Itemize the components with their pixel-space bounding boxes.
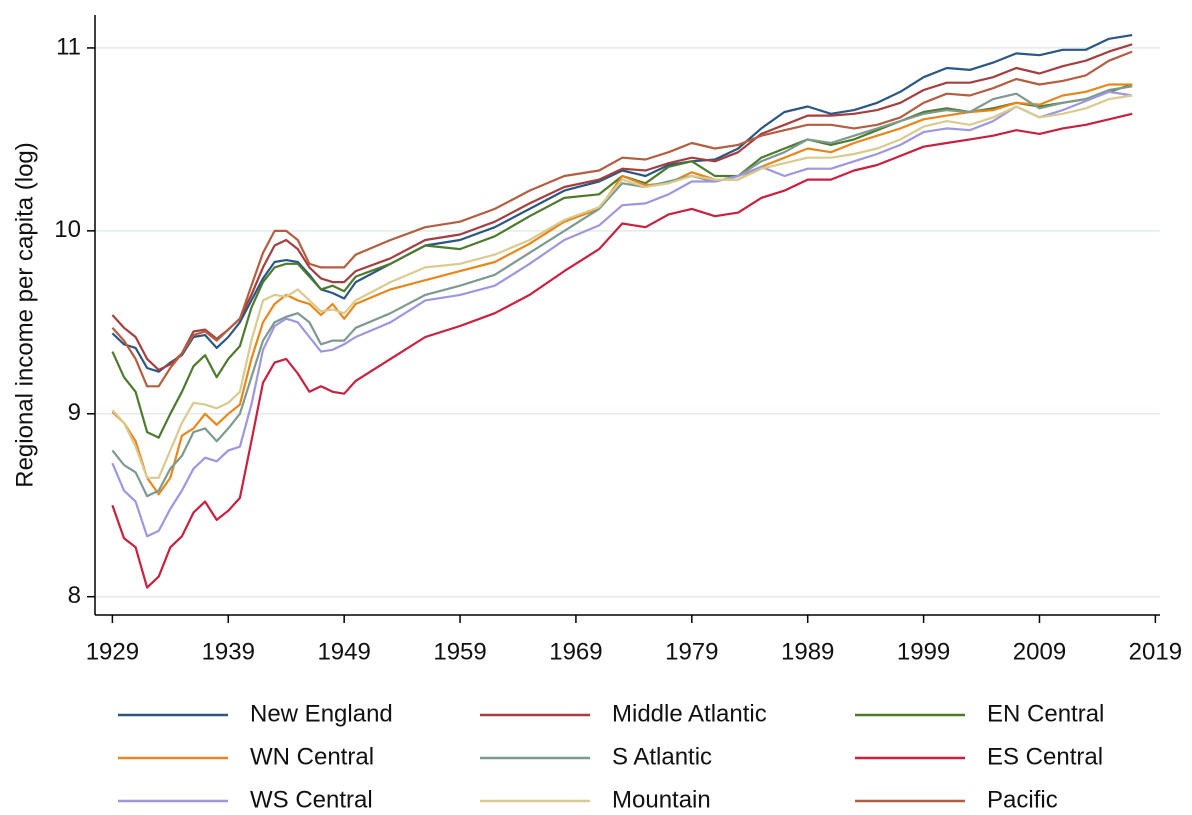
legend-label: EN Central bbox=[987, 700, 1104, 727]
x-tick-label: 1999 bbox=[897, 638, 950, 665]
y-tick-label: 10 bbox=[54, 216, 81, 243]
series-line bbox=[111, 34, 1133, 373]
y-tick-label: 11 bbox=[56, 33, 81, 60]
legend-label: Middle Atlantic bbox=[612, 700, 767, 727]
legend-label: Mountain bbox=[612, 786, 711, 813]
legend-label: S Atlantic bbox=[612, 743, 712, 770]
x-tick-label: 1959 bbox=[433, 638, 486, 665]
series-line bbox=[111, 85, 1133, 498]
series-line bbox=[111, 112, 1133, 589]
series-line bbox=[111, 50, 1133, 388]
y-tick-label: 9 bbox=[68, 399, 81, 426]
x-tick-label: 1939 bbox=[202, 638, 255, 665]
x-tick-label: 1979 bbox=[665, 638, 718, 665]
series-line bbox=[111, 94, 1133, 479]
x-tick-label: 2019 bbox=[1129, 638, 1182, 665]
x-tick-label: 1989 bbox=[781, 638, 834, 665]
legend-label: ES Central bbox=[987, 743, 1103, 770]
x-tick-label: 1949 bbox=[317, 638, 370, 665]
series-line bbox=[111, 43, 1133, 371]
y-tick-label: 8 bbox=[68, 582, 81, 609]
y-axis-label: Regional income per capita (log) bbox=[11, 142, 38, 488]
x-tick-label: 2009 bbox=[1013, 638, 1066, 665]
series-line bbox=[111, 83, 1133, 496]
legend-label: New England bbox=[250, 700, 393, 727]
legend-label: WN Central bbox=[250, 743, 374, 770]
series-line bbox=[111, 90, 1133, 538]
x-tick-label: 1929 bbox=[86, 638, 139, 665]
x-tick-label: 1969 bbox=[549, 638, 602, 665]
legend-label: WS Central bbox=[250, 786, 373, 813]
legend-label: Pacific bbox=[987, 786, 1058, 813]
series-line bbox=[111, 83, 1133, 439]
